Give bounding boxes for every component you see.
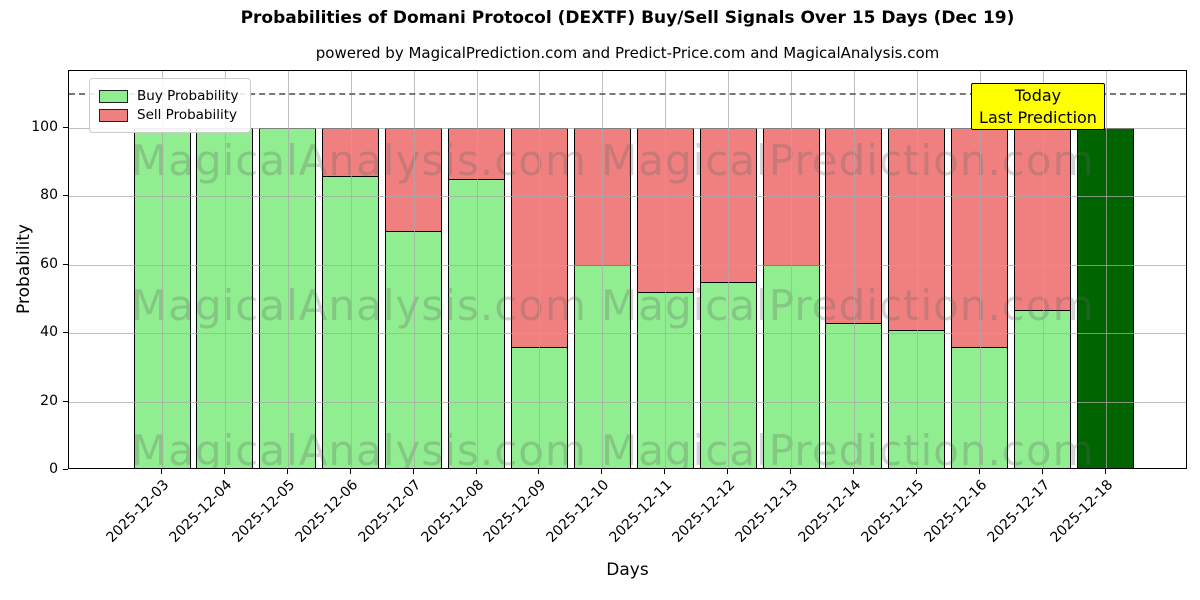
- x-tick-mark-0: [161, 469, 162, 474]
- legend-item-buy: Buy Probability: [99, 88, 241, 104]
- chart-subtitle: powered by MagicalPrediction.com and Pre…: [315, 44, 940, 62]
- y-tick-mark-100: [63, 126, 68, 128]
- h-gridline-40: [69, 333, 1186, 334]
- watermark-left-0: MagicalAnalysis.com: [131, 136, 587, 185]
- x-tick-mark-12: [915, 469, 917, 474]
- legend-item-sell: Sell Probability: [99, 107, 241, 123]
- watermark-right-0: MagicalPrediction.com: [601, 136, 1095, 185]
- y-tick-label-80: 80: [40, 187, 58, 203]
- y-tick-label-0: 0: [49, 461, 58, 477]
- watermark-right-2: MagicalPrediction.com: [601, 426, 1095, 469]
- watermark-left-2: MagicalAnalysis.com: [131, 426, 587, 469]
- today-annotation-line1: Today: [1014, 86, 1062, 105]
- v-gridline-1: [224, 71, 226, 468]
- x-tick-mark-15: [1104, 469, 1106, 474]
- h-gridline-100: [69, 127, 1186, 129]
- y-tick-label-100: 100: [31, 118, 58, 135]
- y-tick-mark-0: [63, 469, 68, 470]
- v-gridline-6: [539, 71, 541, 468]
- x-tick-mark-2: [286, 469, 288, 474]
- legend-label-buy: Buy Probability: [137, 88, 239, 104]
- threshold-dashed-line: [69, 93, 1186, 96]
- buy-swatch-icon: [99, 89, 128, 103]
- v-gridline-8: [665, 71, 667, 468]
- h-gridline-20: [69, 401, 1186, 403]
- v-gridline-11: [853, 71, 855, 468]
- today-annotation-line2: Last Prediction: [979, 108, 1097, 127]
- today-annotation: Today Last Prediction: [971, 83, 1105, 130]
- x-tick-mark-5: [475, 469, 477, 474]
- legend-label-sell: Sell Probability: [137, 107, 238, 123]
- legend: Buy Probability Sell Probability: [89, 78, 251, 133]
- x-tick-mark-10: [790, 469, 791, 474]
- v-gridline-14: [1042, 71, 1044, 468]
- v-gridline-5: [476, 71, 478, 468]
- x-tick-mark-14: [1041, 469, 1043, 474]
- y-tick-mark-20: [63, 400, 68, 402]
- x-tick-mark-3: [349, 469, 351, 474]
- x-tick-mark-13: [978, 469, 980, 474]
- h-gridline-60: [69, 264, 1186, 266]
- v-gridline-12: [916, 71, 918, 468]
- v-gridline-7: [602, 71, 604, 468]
- chart-title: Probabilities of Domani Protocol (DEXTF)…: [240, 8, 1015, 28]
- x-tick-mark-1: [223, 469, 225, 474]
- x-tick-mark-11: [852, 469, 854, 474]
- x-tick-mark-6: [538, 469, 540, 474]
- v-gridline-9: [728, 71, 730, 468]
- v-gridline-3: [350, 71, 352, 468]
- h-gridline-80: [69, 196, 1186, 197]
- v-gridline-2: [287, 71, 289, 468]
- v-gridline-4: [413, 71, 415, 468]
- v-gridline-0: [162, 71, 163, 468]
- x-axis-title: Days: [606, 560, 649, 580]
- x-tick-mark-4: [412, 469, 414, 474]
- y-tick-mark-60: [63, 263, 68, 265]
- watermark-left-1: MagicalAnalysis.com: [131, 281, 587, 330]
- plot-area: Buy Probability Sell Probability Today L…: [68, 70, 1187, 469]
- y-tick-label-60: 60: [40, 255, 58, 272]
- v-gridline-10: [791, 71, 792, 468]
- v-gridline-13: [979, 71, 981, 468]
- y-tick-label-20: 20: [40, 392, 58, 409]
- y-tick-mark-80: [63, 195, 68, 196]
- watermark-right-1: MagicalPrediction.com: [601, 281, 1095, 330]
- y-tick-label-40: 40: [40, 324, 58, 340]
- x-tick-mark-8: [664, 469, 666, 474]
- sell-swatch-icon: [99, 108, 128, 122]
- x-tick-mark-7: [601, 469, 603, 474]
- v-gridline-15: [1105, 71, 1107, 468]
- x-tick-mark-9: [727, 469, 729, 474]
- y-tick-mark-40: [63, 332, 68, 333]
